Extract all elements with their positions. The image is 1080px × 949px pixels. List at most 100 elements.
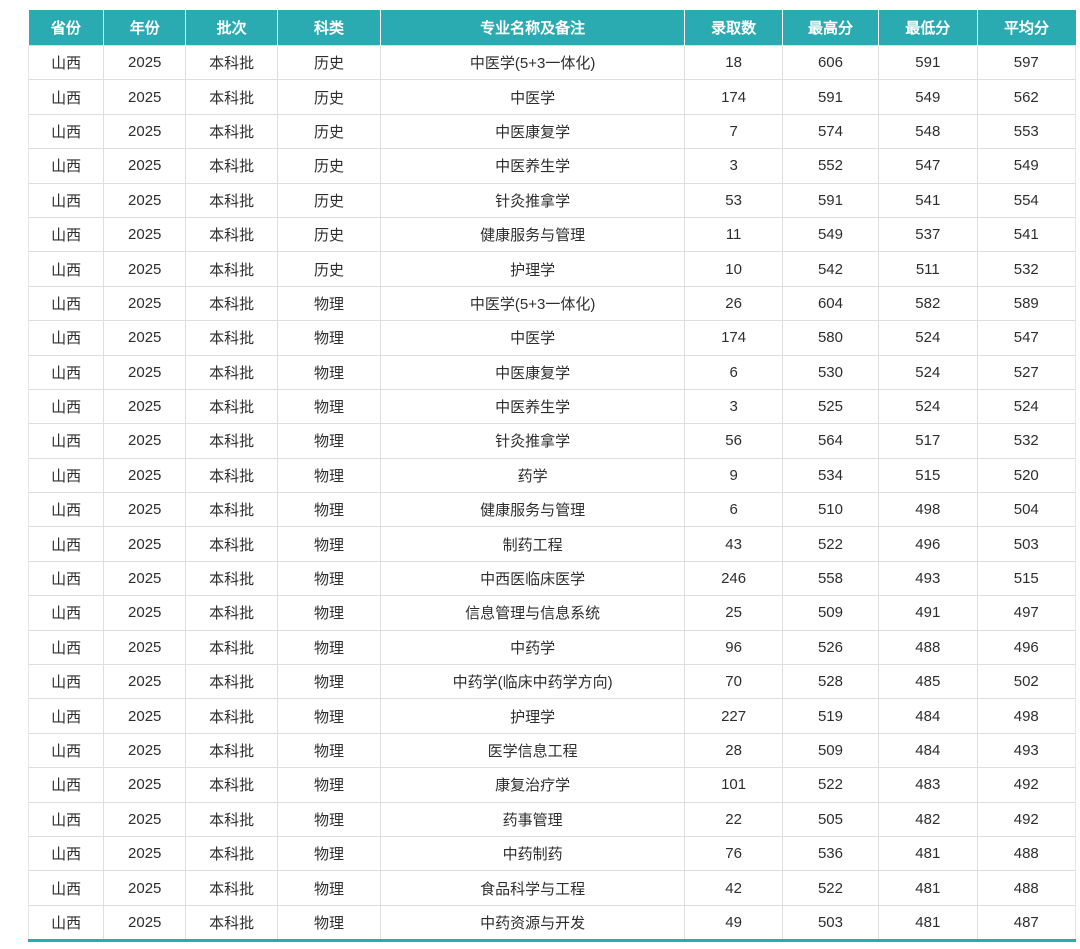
- table-cell-subject-category: 历史: [277, 44, 381, 81]
- table-cell-batch: 本科批: [185, 320, 279, 356]
- table-cell-year: 2025: [103, 251, 187, 287]
- table-cell-year: 2025: [103, 423, 187, 459]
- table-cell-major-name-and-notes: 医学信息工程: [379, 732, 686, 769]
- table-cell-avg-score: 547: [976, 320, 1077, 356]
- table-row: 山西 2025 本科批 物理 药事管理 22 505 482 492: [27, 801, 1077, 837]
- table-cell-min-score: 481: [878, 904, 978, 942]
- table-cell-subject-category: 物理: [277, 767, 381, 803]
- table-cell-min-score: 511: [878, 251, 978, 287]
- table-cell-min-score: 549: [878, 79, 978, 115]
- table-cell-admitted-count: 246: [684, 560, 783, 597]
- table-cell-year: 2025: [103, 44, 187, 81]
- table-cell-major-name-and-notes: 中医康复学: [379, 113, 686, 150]
- table-cell-year: 2025: [103, 904, 187, 942]
- table-cell-max-score: 580: [781, 320, 880, 356]
- table-cell-subject-category: 历史: [277, 113, 381, 150]
- table-cell-batch: 本科批: [185, 457, 279, 494]
- table-row: 山西 2025 本科批 物理 中药制药 76 536 481 488: [27, 835, 1077, 872]
- table-cell-max-score: 510: [781, 492, 880, 528]
- table-cell-min-score: 491: [878, 595, 978, 631]
- table-cell-avg-score: 502: [976, 664, 1077, 700]
- table-cell-major-name-and-notes: 护理学: [379, 698, 686, 734]
- table-cell-min-score: 537: [878, 216, 978, 253]
- table-cell-admitted-count: 9: [684, 457, 783, 494]
- table-cell-max-score: 536: [781, 835, 880, 872]
- admission-score-table: 省份 年份 批次 科类 专业名称及备注 录取数 最高分 最低分 平均分 山西 2025 本科批 历史中…: [27, 10, 1077, 943]
- table-row: 山西 2025 本科批 物理 中医学(5+3一体化) 26 604 582 589: [27, 285, 1077, 322]
- table-cell-major-name-and-notes: 中药制药: [379, 835, 686, 872]
- table-cell-batch: 本科批: [185, 801, 279, 837]
- table-cell-avg-score: 498: [976, 698, 1077, 734]
- table-cell-subject-category: 物理: [277, 664, 381, 700]
- table-cell-year: 2025: [103, 79, 187, 115]
- column-header-major-name-and-notes: 专业名称及备注: [380, 10, 686, 46]
- table-cell-province: 山西: [27, 629, 105, 666]
- table-cell-major-name-and-notes: 中医养生学: [379, 148, 686, 184]
- table-cell-subject-category: 物理: [277, 560, 381, 597]
- table-row: 山西 2025 本科批 物理 护理学 227 519 484 498: [27, 698, 1077, 734]
- table-cell-max-score: 528: [781, 664, 880, 700]
- table-cell-batch: 本科批: [185, 388, 279, 425]
- table-cell-province: 山西: [27, 835, 105, 872]
- table-row: 山西 2025 本科批 物理 中药资源与开发 49 503 481 487: [27, 904, 1077, 942]
- table-cell-max-score: 519: [781, 698, 880, 734]
- table-cell-min-score: 524: [878, 388, 978, 425]
- table-cell-max-score: 526: [781, 629, 880, 666]
- table-cell-min-score: 496: [878, 526, 978, 562]
- table-cell-max-score: 591: [781, 182, 880, 218]
- table-cell-admitted-count: 227: [684, 698, 783, 734]
- table-row: 山西 2025 本科批 物理 健康服务与管理 6 510 498 504: [27, 492, 1077, 528]
- table-cell-year: 2025: [103, 285, 187, 322]
- table-cell-province: 山西: [27, 801, 105, 837]
- table-cell-batch: 本科批: [185, 423, 279, 459]
- table-cell-subject-category: 历史: [277, 182, 381, 218]
- table-cell-subject-category: 物理: [277, 320, 381, 356]
- table-cell-subject-category: 物理: [277, 904, 381, 942]
- table-cell-admitted-count: 6: [684, 354, 783, 390]
- table-cell-max-score: 542: [781, 251, 880, 287]
- table-cell-province: 山西: [27, 113, 105, 150]
- table-cell-subject-category: 物理: [277, 492, 381, 528]
- table-body: 山西 2025 本科批 历史 中医学(5+3一体化) 18 606 591 597 山西 2025 本…: [27, 44, 1077, 942]
- table-cell-year: 2025: [103, 664, 187, 700]
- table-row: 山西 2025 本科批 物理 食品科学与工程 42 522 481 488: [27, 870, 1077, 906]
- table-cell-batch: 本科批: [185, 79, 279, 115]
- table-row: 山西 2025 本科批 物理 药学 9 534 515 520: [27, 457, 1077, 494]
- table-cell-min-score: 524: [878, 320, 978, 356]
- table-cell-subject-category: 历史: [277, 251, 381, 287]
- table-cell-province: 山西: [27, 767, 105, 803]
- table-cell-min-score: 515: [878, 457, 978, 494]
- table-cell-subject-category: 物理: [277, 526, 381, 562]
- table-cell-min-score: 484: [878, 698, 978, 734]
- table-row: 山西 2025 本科批 物理 针灸推拿学 56 564 517 532: [27, 423, 1077, 459]
- table-row: 山西 2025 本科批 历史 中医养生学 3 552 547 549: [27, 148, 1077, 184]
- table-cell-province: 山西: [27, 698, 105, 734]
- table-cell-batch: 本科批: [185, 904, 279, 942]
- table-cell-max-score: 525: [781, 388, 880, 425]
- table-cell-avg-score: 504: [976, 492, 1077, 528]
- table-cell-province: 山西: [27, 320, 105, 356]
- table-cell-admitted-count: 7: [684, 113, 783, 150]
- table-row: 山西 2025 本科批 历史 中医学 174 591 549 562: [27, 79, 1077, 115]
- table-row: 山西 2025 本科批 物理 中药学 96 526 488 496: [27, 629, 1077, 666]
- table-cell-province: 山西: [27, 79, 105, 115]
- table-cell-year: 2025: [103, 113, 187, 150]
- table-cell-avg-score: 497: [976, 595, 1077, 631]
- table-cell-major-name-and-notes: 中医学(5+3一体化): [379, 44, 686, 81]
- table-cell-batch: 本科批: [185, 526, 279, 562]
- table-cell-min-score: 488: [878, 629, 978, 666]
- table-cell-avg-score: 532: [976, 423, 1077, 459]
- table-cell-subject-category: 物理: [277, 870, 381, 906]
- table-cell-avg-score: 496: [976, 629, 1077, 666]
- table-cell-max-score: 503: [781, 904, 880, 942]
- table-cell-major-name-and-notes: 护理学: [379, 251, 686, 287]
- table-cell-year: 2025: [103, 835, 187, 872]
- table-cell-major-name-and-notes: 中医学(5+3一体化): [379, 285, 686, 322]
- table-cell-subject-category: 物理: [277, 698, 381, 734]
- table-cell-avg-score: 520: [976, 457, 1077, 494]
- table-cell-avg-score: 515: [976, 560, 1077, 597]
- table-cell-batch: 本科批: [185, 354, 279, 390]
- table-cell-min-score: 481: [878, 870, 978, 906]
- table-cell-year: 2025: [103, 388, 187, 425]
- column-header-min-score: 最低分: [878, 10, 978, 46]
